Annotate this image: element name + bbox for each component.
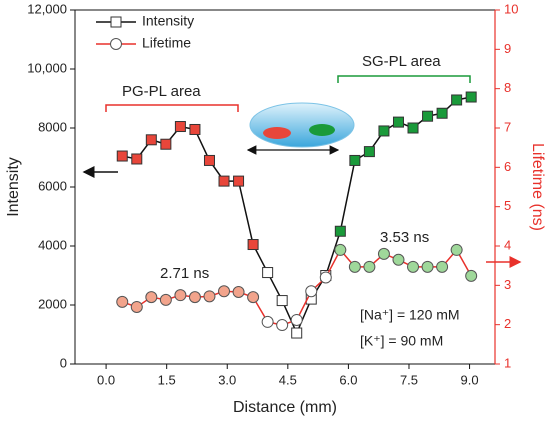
legend-label: Intensity bbox=[142, 13, 194, 29]
y2-tick-label: 10 bbox=[504, 1, 518, 16]
sg-bracket bbox=[337, 75, 471, 83]
marker bbox=[465, 269, 478, 282]
x-tick-label: 1.5 bbox=[158, 372, 176, 387]
marker bbox=[363, 260, 376, 273]
marker bbox=[110, 16, 122, 28]
marker bbox=[422, 110, 434, 122]
marker bbox=[291, 327, 303, 339]
marker bbox=[218, 285, 231, 298]
marker bbox=[348, 260, 361, 273]
y2-tick-label: 7 bbox=[504, 119, 511, 134]
marker bbox=[407, 260, 420, 273]
marker bbox=[174, 289, 187, 302]
pg-bracket bbox=[105, 104, 239, 112]
marker bbox=[436, 260, 449, 273]
marker bbox=[262, 267, 274, 279]
y-tick-label: 2000 bbox=[38, 296, 67, 311]
x-axis-label: Distance (mm) bbox=[233, 399, 337, 416]
marker bbox=[319, 271, 332, 284]
marker bbox=[276, 319, 289, 332]
marker bbox=[188, 291, 201, 304]
y2-tick-label: 2 bbox=[504, 316, 511, 331]
y2-tick-label: 3 bbox=[504, 277, 511, 292]
marker bbox=[110, 38, 122, 50]
marker bbox=[174, 121, 186, 133]
y2-tick-label: 6 bbox=[504, 159, 511, 174]
x-tick-label: 7.5 bbox=[400, 372, 418, 387]
y-axis-label: Intensity bbox=[5, 157, 22, 217]
marker bbox=[305, 285, 318, 298]
marker bbox=[363, 146, 375, 158]
legend-label: Lifetime bbox=[142, 35, 191, 51]
marker bbox=[290, 313, 303, 326]
annotation: [K⁺] = 90 mM bbox=[360, 333, 443, 349]
y2-tick-label: 4 bbox=[504, 237, 511, 252]
y-tick-label: 6000 bbox=[38, 178, 67, 193]
y2-tick-label: 8 bbox=[504, 80, 511, 95]
x-tick-label: 4.5 bbox=[279, 372, 297, 387]
marker bbox=[189, 123, 201, 135]
marker bbox=[232, 286, 245, 299]
marker bbox=[145, 291, 158, 304]
y-tick-label: 0 bbox=[60, 355, 67, 370]
marker bbox=[116, 150, 128, 162]
y-tick-label: 12,000 bbox=[27, 1, 67, 16]
marker bbox=[334, 243, 347, 256]
annotation: 3.53 ns bbox=[380, 229, 429, 246]
marker bbox=[378, 125, 390, 137]
y2-tick-label: 5 bbox=[504, 198, 511, 213]
y2-tick-label: 9 bbox=[504, 41, 511, 56]
marker bbox=[261, 315, 274, 328]
y-tick-label: 8000 bbox=[38, 119, 67, 134]
marker bbox=[451, 94, 463, 106]
marker bbox=[130, 300, 143, 313]
marker bbox=[349, 154, 361, 166]
marker bbox=[465, 91, 477, 103]
x-tick-label: 3.0 bbox=[218, 372, 236, 387]
marker bbox=[247, 239, 259, 251]
marker bbox=[203, 154, 215, 166]
marker bbox=[450, 243, 463, 256]
marker bbox=[436, 107, 448, 119]
y-tick-label: 10,000 bbox=[27, 60, 67, 75]
x-tick-label: 9.0 bbox=[461, 372, 479, 387]
annotation: PG-PL area bbox=[122, 83, 201, 100]
marker bbox=[247, 291, 260, 304]
marker bbox=[233, 175, 245, 187]
marker bbox=[159, 293, 172, 306]
y-tick-label: 4000 bbox=[38, 237, 67, 252]
x-tick-label: 6.0 bbox=[339, 372, 357, 387]
marker bbox=[407, 122, 419, 134]
annotation: 2.71 ns bbox=[160, 265, 209, 282]
marker bbox=[160, 138, 172, 150]
marker bbox=[116, 295, 129, 308]
annotation: [Na⁺] = 120 mM bbox=[360, 307, 460, 323]
marker bbox=[276, 295, 288, 307]
marker bbox=[392, 253, 405, 266]
y2-tick-label: 1 bbox=[504, 355, 511, 370]
marker bbox=[334, 225, 346, 237]
marker bbox=[392, 116, 404, 128]
marker bbox=[203, 290, 216, 303]
marker bbox=[377, 247, 390, 260]
marker bbox=[421, 260, 434, 273]
marker bbox=[145, 134, 157, 146]
cell-illustration bbox=[249, 102, 355, 148]
marker bbox=[218, 175, 230, 187]
marker bbox=[131, 153, 143, 165]
y2-axis-label: Lifetime (ns) bbox=[529, 143, 546, 231]
annotation: SG-PL area bbox=[362, 53, 441, 70]
x-tick-label: 0.0 bbox=[97, 372, 115, 387]
